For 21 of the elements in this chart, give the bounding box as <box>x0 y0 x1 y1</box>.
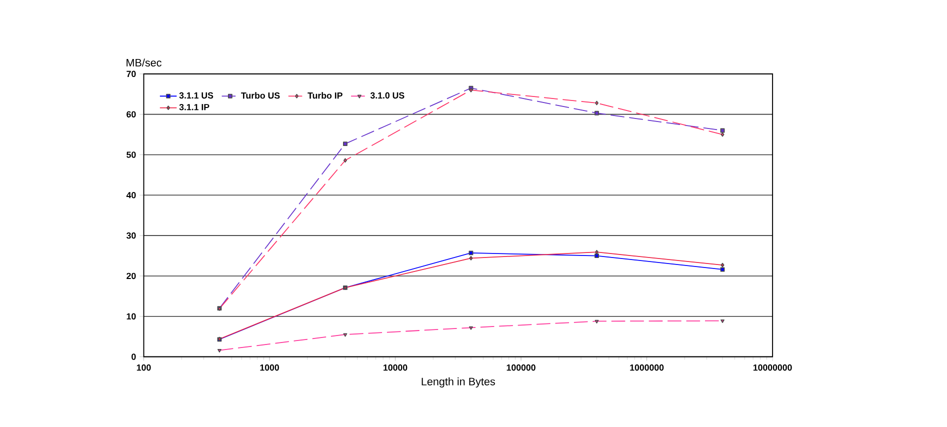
y-tick-label: 20 <box>126 272 136 280</box>
y-tick-label: 70 <box>126 70 136 78</box>
legend-label: 3.1.1 IP <box>179 104 210 110</box>
y-tick-label: 30 <box>126 232 136 239</box>
x-axis-title: Length in Bytes <box>422 378 495 388</box>
legend-label: 3.1.1 US <box>179 92 214 99</box>
y-tick-label: 50 <box>126 152 136 158</box>
x-tick-label: 100 <box>136 364 151 371</box>
x-tick-label: 1000 <box>260 364 279 371</box>
y-tick-label: 10 <box>126 313 136 320</box>
y-tick-label: 60 <box>126 111 136 118</box>
y-axis-title: MB/sec <box>126 58 162 67</box>
x-tick-label: 100000 <box>506 364 536 371</box>
y-tick-label: 0 <box>132 354 136 360</box>
x-tick-label: 10000 <box>384 364 408 371</box>
legend-label: Turbo IP <box>308 92 342 99</box>
x-tick-label: 1000000 <box>630 364 664 371</box>
legend-label: 3.1.0 US <box>370 92 404 99</box>
legend-label: Turbo US <box>241 92 280 99</box>
x-tick-label: 10000000 <box>753 364 792 371</box>
y-tick-label: 40 <box>126 192 136 198</box>
